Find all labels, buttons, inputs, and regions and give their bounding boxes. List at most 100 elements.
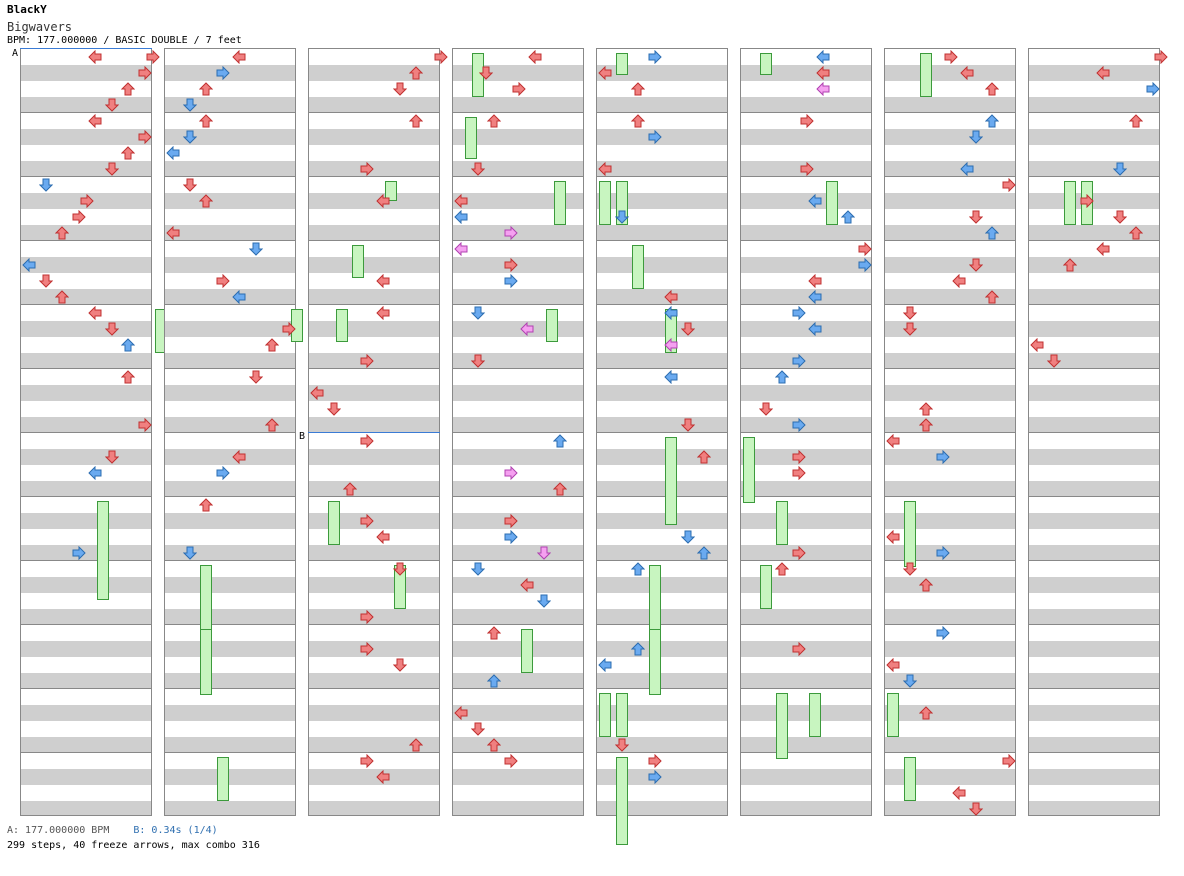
measure-line: [165, 176, 295, 177]
up-arrow-icon: [775, 562, 789, 576]
right-arrow-icon: [936, 546, 950, 560]
up-arrow-icon: [199, 82, 213, 96]
chart-column-7: [884, 48, 1016, 816]
right-arrow-icon: [800, 162, 814, 176]
right-arrow-icon: [792, 306, 806, 320]
right-arrow-icon: [504, 754, 518, 768]
measure-line: [741, 304, 871, 305]
down-arrow-icon: [248, 370, 263, 384]
right-arrow-icon: [1002, 754, 1016, 768]
down-arrow-icon: [392, 82, 407, 96]
up-arrow-icon: [631, 114, 645, 128]
up-arrow-icon: [487, 114, 501, 128]
right-arrow-icon: [72, 210, 86, 224]
measure-line: [21, 304, 151, 305]
up-arrow-icon: [199, 498, 213, 512]
left-arrow-icon: [808, 194, 822, 208]
left-arrow-icon: [598, 658, 612, 672]
left-arrow-icon: [88, 114, 102, 128]
left-arrow-icon: [376, 770, 390, 784]
down-arrow-icon: [470, 306, 485, 320]
chart-column-6: [740, 48, 872, 816]
left-arrow-icon: [88, 50, 102, 64]
left-arrow-icon: [166, 226, 180, 240]
right-arrow-icon: [792, 354, 806, 368]
measure-line: [165, 496, 295, 497]
left-arrow-icon: [816, 66, 830, 80]
bpm-legend: A: 177.000000 BPM B: 0.34s (1/4): [7, 825, 218, 836]
freeze-arrow: [903, 757, 916, 801]
left-arrow-icon: [376, 194, 390, 208]
measure-line: [165, 688, 295, 689]
freeze-arrow: [887, 693, 899, 737]
down-arrow-icon: [104, 162, 119, 176]
down-arrow-icon: [104, 450, 119, 464]
down-arrow-icon: [470, 722, 485, 736]
measure-line: [885, 112, 1015, 113]
right-arrow-icon: [792, 466, 806, 480]
right-arrow-icon: [1154, 50, 1168, 64]
down-arrow-icon: [536, 546, 551, 560]
down-arrow-icon: [902, 674, 917, 688]
down-arrow-icon: [182, 546, 197, 560]
right-arrow-icon: [800, 114, 814, 128]
right-arrow-icon: [504, 226, 518, 240]
measure-line: [597, 304, 727, 305]
freeze-arrow: [385, 181, 398, 201]
up-arrow-icon: [553, 482, 567, 496]
measure-line: [597, 240, 727, 241]
left-arrow-icon: [960, 66, 974, 80]
measure-line: [1029, 240, 1159, 241]
left-arrow-icon: [808, 274, 822, 288]
left-arrow-icon: [232, 50, 246, 64]
right-arrow-icon: [504, 258, 518, 272]
left-arrow-icon: [376, 306, 390, 320]
measure-line: [453, 752, 583, 753]
left-arrow-icon: [310, 386, 324, 400]
down-arrow-icon: [680, 322, 695, 336]
measure-line: [597, 432, 727, 433]
freeze-arrow: [545, 309, 558, 342]
up-arrow-icon: [697, 450, 711, 464]
left-arrow-icon: [376, 274, 390, 288]
left-arrow-icon: [22, 258, 36, 272]
left-arrow-icon: [88, 306, 102, 320]
measure-line: [741, 112, 871, 113]
measure-line: [309, 304, 439, 305]
freeze-arrow: [200, 565, 212, 631]
left-arrow-icon: [886, 530, 900, 544]
up-arrow-icon: [343, 482, 357, 496]
measure-line: [165, 560, 295, 561]
right-arrow-icon: [360, 754, 374, 768]
right-arrow-icon: [72, 546, 86, 560]
measure-line: [885, 688, 1015, 689]
right-arrow-icon: [282, 322, 296, 336]
left-arrow-icon: [598, 162, 612, 176]
song-title: Bigwavers: [7, 20, 73, 34]
down-arrow-icon: [758, 402, 773, 416]
measure-line: [885, 432, 1015, 433]
freeze-arrow: [200, 629, 212, 695]
measure-line: [309, 368, 439, 369]
freeze-arrow: [352, 245, 365, 278]
right-arrow-icon: [858, 258, 872, 272]
section-line-b: [308, 432, 440, 433]
measure-line: [885, 240, 1015, 241]
up-arrow-icon: [121, 82, 135, 96]
measure-line: [165, 432, 295, 433]
measure-line: [453, 432, 583, 433]
right-arrow-icon: [216, 66, 230, 80]
measure-line: [21, 624, 151, 625]
measure-line: [309, 496, 439, 497]
down-arrow-icon: [902, 322, 917, 336]
left-arrow-icon: [952, 274, 966, 288]
right-arrow-icon: [360, 354, 374, 368]
down-arrow-icon: [614, 738, 629, 752]
right-arrow-icon: [792, 418, 806, 432]
measure-line: [21, 368, 151, 369]
up-arrow-icon: [487, 738, 501, 752]
right-arrow-icon: [360, 162, 374, 176]
down-arrow-icon: [182, 98, 197, 112]
up-arrow-icon: [199, 194, 213, 208]
measure-line: [21, 752, 151, 753]
